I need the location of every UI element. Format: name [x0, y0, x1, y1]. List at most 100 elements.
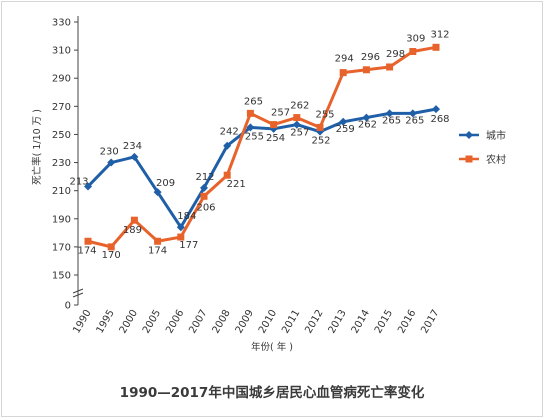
data-label-urban: 242	[220, 127, 239, 138]
axis-break-mark	[72, 288, 84, 294]
data-point-rural	[246, 109, 254, 117]
y-tick-label: 330	[52, 18, 71, 29]
x-tick-label: 2005	[141, 308, 163, 336]
data-point-rural	[316, 123, 324, 131]
data-label-rural: 255	[315, 109, 334, 120]
data-label-urban: 268	[430, 114, 449, 125]
data-label-urban: 262	[358, 120, 377, 131]
data-point-rural	[386, 63, 394, 71]
axis-break-mark	[72, 292, 84, 298]
data-label-rural: 177	[179, 240, 198, 251]
data-label-rural: 296	[361, 52, 380, 63]
x-tick-label: 2014	[350, 308, 372, 336]
x-tick-label: 2007	[187, 308, 209, 336]
data-label-urban: 254	[266, 133, 285, 144]
legend-marker-urban	[465, 131, 473, 139]
x-tick-label: 2000	[118, 308, 140, 336]
data-label-rural: 265	[244, 96, 263, 107]
data-label-rural: 170	[102, 250, 121, 261]
data-point-rural	[107, 243, 115, 251]
data-point-urban	[385, 109, 394, 118]
y-tick-label: 250	[52, 130, 71, 141]
chart-title: 1990—2017年中国城乡居民心血管病死亡率变化	[119, 385, 425, 401]
data-label-urban: 265	[405, 115, 424, 126]
data-point-rural	[200, 192, 208, 200]
x-tick-label: 1995	[95, 308, 117, 336]
x-tick-label: 2008	[211, 308, 233, 336]
x-axis-title: 年份( 年 )	[251, 341, 293, 353]
legend-marker-rural	[465, 155, 473, 163]
data-point-rural	[177, 233, 185, 241]
data-label-urban: 212	[195, 172, 214, 183]
x-tick-label: 2006	[164, 308, 186, 336]
data-point-urban	[408, 109, 417, 118]
x-tick-label: 2009	[234, 308, 256, 336]
data-label-urban: 230	[100, 147, 119, 158]
y-tick-label: 290	[52, 74, 71, 85]
data-point-urban	[176, 223, 185, 232]
data-label-rural: 257	[271, 108, 290, 119]
data-point-urban	[107, 158, 116, 167]
data-point-rural	[293, 114, 301, 122]
data-label-urban: 184	[177, 211, 196, 222]
data-point-rural	[362, 66, 370, 74]
data-label-urban: 252	[311, 136, 330, 147]
series-line-urban	[86, 107, 437, 229]
data-point-rural	[154, 237, 162, 245]
y-tick-label: 210	[52, 186, 71, 197]
data-point-urban	[153, 188, 162, 197]
y-axis-title: 死亡率( 1/10 万 )	[31, 109, 43, 185]
data-point-urban	[130, 152, 139, 161]
x-tick-label: 2012	[303, 308, 325, 336]
legend-label-rural: 农村	[486, 153, 506, 166]
x-tick-label: 2010	[257, 308, 279, 336]
data-point-rural	[270, 121, 278, 129]
data-label-urban: 234	[123, 141, 142, 152]
y-tick-label: 0	[65, 301, 71, 312]
x-tick-label: 2015	[373, 308, 395, 336]
data-point-urban	[200, 183, 208, 192]
data-label-urban: 209	[156, 178, 175, 189]
data-label-urban: 259	[336, 124, 355, 135]
data-point-rural	[339, 69, 347, 77]
x-tick-label: 1990	[71, 308, 93, 336]
x-tick-label: 2017	[419, 308, 441, 336]
data-label-rural: 309	[406, 34, 425, 45]
legend-label-urban: 城市	[486, 129, 506, 142]
data-point-rural	[84, 237, 92, 245]
y-tick-label: 310	[52, 46, 71, 57]
y-tick-label: 190	[52, 214, 71, 225]
data-label-urban: 213	[69, 176, 88, 187]
y-tick-label: 270	[52, 102, 71, 113]
data-point-rural	[223, 171, 231, 179]
data-label-rural: 189	[123, 225, 142, 236]
y-tick-label: 230	[52, 158, 71, 169]
data-label-rural: 294	[335, 54, 354, 65]
data-point-urban	[339, 117, 348, 126]
x-tick-label: 2016	[396, 308, 418, 336]
data-point-urban	[223, 141, 232, 150]
data-label-urban: 265	[382, 115, 401, 126]
data-point-rural	[432, 43, 440, 51]
x-tick-label: 2013	[327, 308, 349, 336]
data-label-rural: 221	[227, 179, 246, 190]
data-label-rural: 262	[290, 101, 309, 112]
y-tick-label: 170	[52, 242, 71, 253]
data-point-rural	[130, 216, 138, 224]
data-label-rural: 298	[386, 49, 405, 60]
data-label-rural: 206	[196, 202, 215, 213]
data-point-rural	[409, 48, 417, 56]
data-point-urban	[246, 123, 255, 132]
data-label-rural: 312	[430, 29, 449, 40]
x-tick-label: 2011	[280, 308, 302, 336]
data-point-urban	[362, 113, 371, 122]
data-point-urban	[292, 120, 301, 129]
data-label-urban: 255	[245, 131, 264, 142]
series-line-rural	[87, 45, 437, 249]
data-label-rural: 174	[77, 245, 96, 256]
data-label-rural: 174	[148, 245, 167, 256]
data-point-urban	[432, 105, 440, 114]
